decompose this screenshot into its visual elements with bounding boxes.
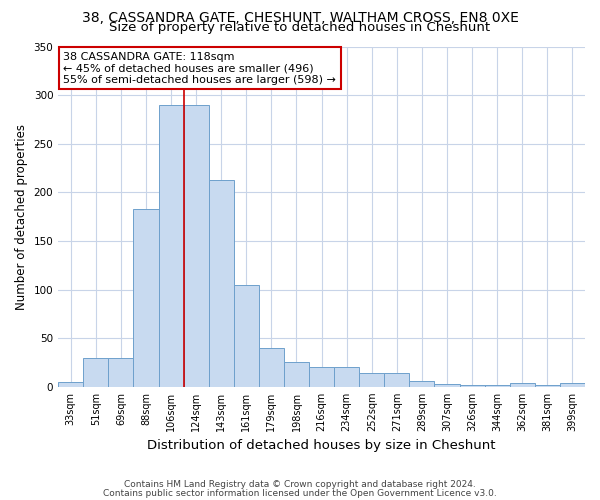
Bar: [209, 180, 234, 387]
Text: Size of property relative to detached houses in Cheshunt: Size of property relative to detached ho…: [109, 22, 491, 35]
Y-axis label: Number of detached properties: Number of detached properties: [15, 124, 28, 310]
Bar: [385, 373, 409, 387]
X-axis label: Distribution of detached houses by size in Cheshunt: Distribution of detached houses by size …: [148, 440, 496, 452]
Bar: [234, 284, 259, 387]
Text: Contains public sector information licensed under the Open Government Licence v3: Contains public sector information licen…: [103, 488, 497, 498]
Bar: [284, 362, 309, 387]
Bar: [184, 105, 209, 387]
Bar: [109, 358, 133, 387]
Bar: [334, 368, 359, 387]
Bar: [58, 382, 83, 387]
Bar: [535, 385, 560, 387]
Bar: [460, 385, 485, 387]
Text: 38 CASSANDRA GATE: 118sqm
← 45% of detached houses are smaller (496)
55% of semi: 38 CASSANDRA GATE: 118sqm ← 45% of detac…: [64, 52, 337, 85]
Bar: [560, 383, 585, 387]
Text: 38, CASSANDRA GATE, CHESHUNT, WALTHAM CROSS, EN8 0XE: 38, CASSANDRA GATE, CHESHUNT, WALTHAM CR…: [82, 11, 518, 25]
Bar: [83, 358, 109, 387]
Bar: [158, 105, 184, 387]
Bar: [309, 368, 334, 387]
Bar: [485, 385, 510, 387]
Bar: [409, 381, 434, 387]
Text: Contains HM Land Registry data © Crown copyright and database right 2024.: Contains HM Land Registry data © Crown c…: [124, 480, 476, 489]
Bar: [510, 383, 535, 387]
Bar: [133, 209, 158, 387]
Bar: [434, 384, 460, 387]
Bar: [359, 373, 385, 387]
Bar: [259, 348, 284, 387]
